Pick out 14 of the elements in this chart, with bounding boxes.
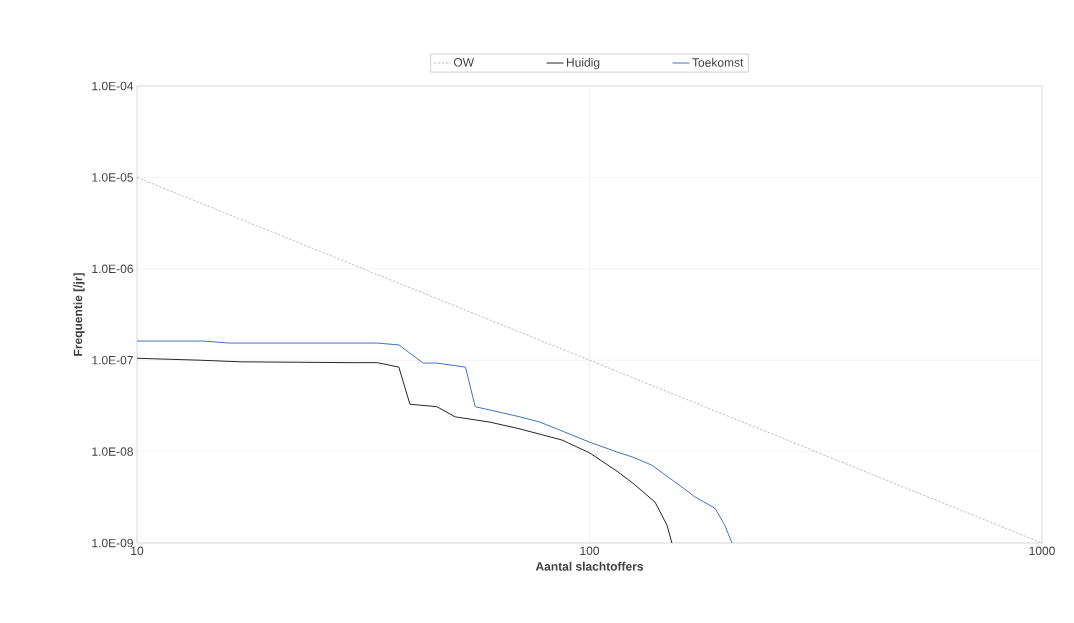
y-tick-label: 1.0E-07 <box>92 355 133 365</box>
legend-label: OW <box>453 58 474 67</box>
y-tick-label: 1.0E-06 <box>92 264 133 274</box>
x-tick-label: 10 <box>131 546 144 556</box>
x-tick-label: 1000 <box>1029 546 1055 556</box>
y-axis-title: Frequentie [/jr] <box>73 273 85 356</box>
y-tick-label: 1.0E-04 <box>92 81 134 91</box>
y-tick-label: 1.0E-05 <box>92 173 133 182</box>
x-axis-title: Aantal slachtoffers <box>535 561 644 571</box>
x-tick-label: 100 <box>580 546 600 556</box>
y-tick-label: 1.0E-09 <box>92 538 133 548</box>
legend-label: Huidig <box>566 57 600 70</box>
y-tick-label: 1.0E-08 <box>92 447 133 456</box>
legend-label: Toekomst <box>692 57 744 67</box>
